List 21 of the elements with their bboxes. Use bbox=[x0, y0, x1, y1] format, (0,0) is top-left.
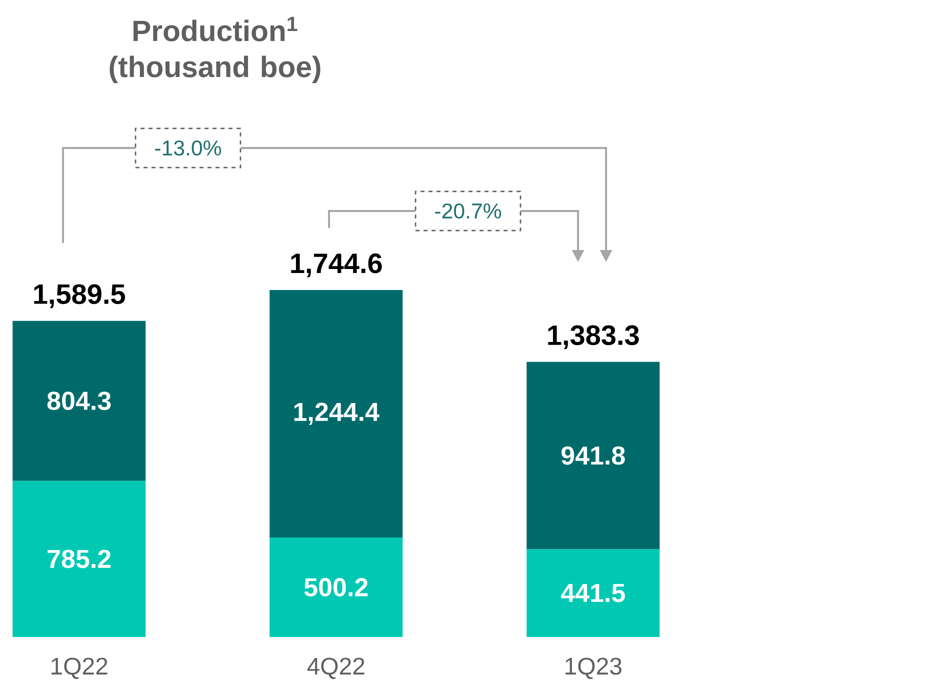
bar bbox=[526, 362, 660, 550]
x-tick-label: 1Q23 bbox=[566, 658, 622, 680]
data-label: 441.5 bbox=[561, 584, 625, 602]
total-label: 1,589.5 bbox=[34, 284, 126, 308]
x-tick-label: 4Q22 bbox=[307, 658, 364, 680]
data-label: 785.2 bbox=[48, 550, 111, 568]
data-label: 804.3 bbox=[47, 392, 111, 410]
data-label: 941.8 bbox=[562, 446, 625, 465]
total-label: 1,383.3 bbox=[548, 325, 639, 350]
bar bbox=[12, 320, 146, 481]
bar bbox=[270, 538, 403, 637]
bar bbox=[270, 290, 403, 538]
text: -13.0% bbox=[155, 140, 222, 156]
bar bbox=[12, 480, 146, 637]
data-label: 1,244.4 bbox=[294, 402, 380, 425]
text: -20.7% bbox=[435, 203, 502, 219]
chart-title: Production$^{1}$ (thousand boe) bbox=[110, 16, 320, 84]
total-label: 1,744.6 bbox=[291, 253, 382, 278]
x-tick-label: 1Q22 bbox=[52, 658, 108, 680]
data-label: 500.2 bbox=[304, 578, 368, 596]
bar bbox=[526, 549, 660, 637]
